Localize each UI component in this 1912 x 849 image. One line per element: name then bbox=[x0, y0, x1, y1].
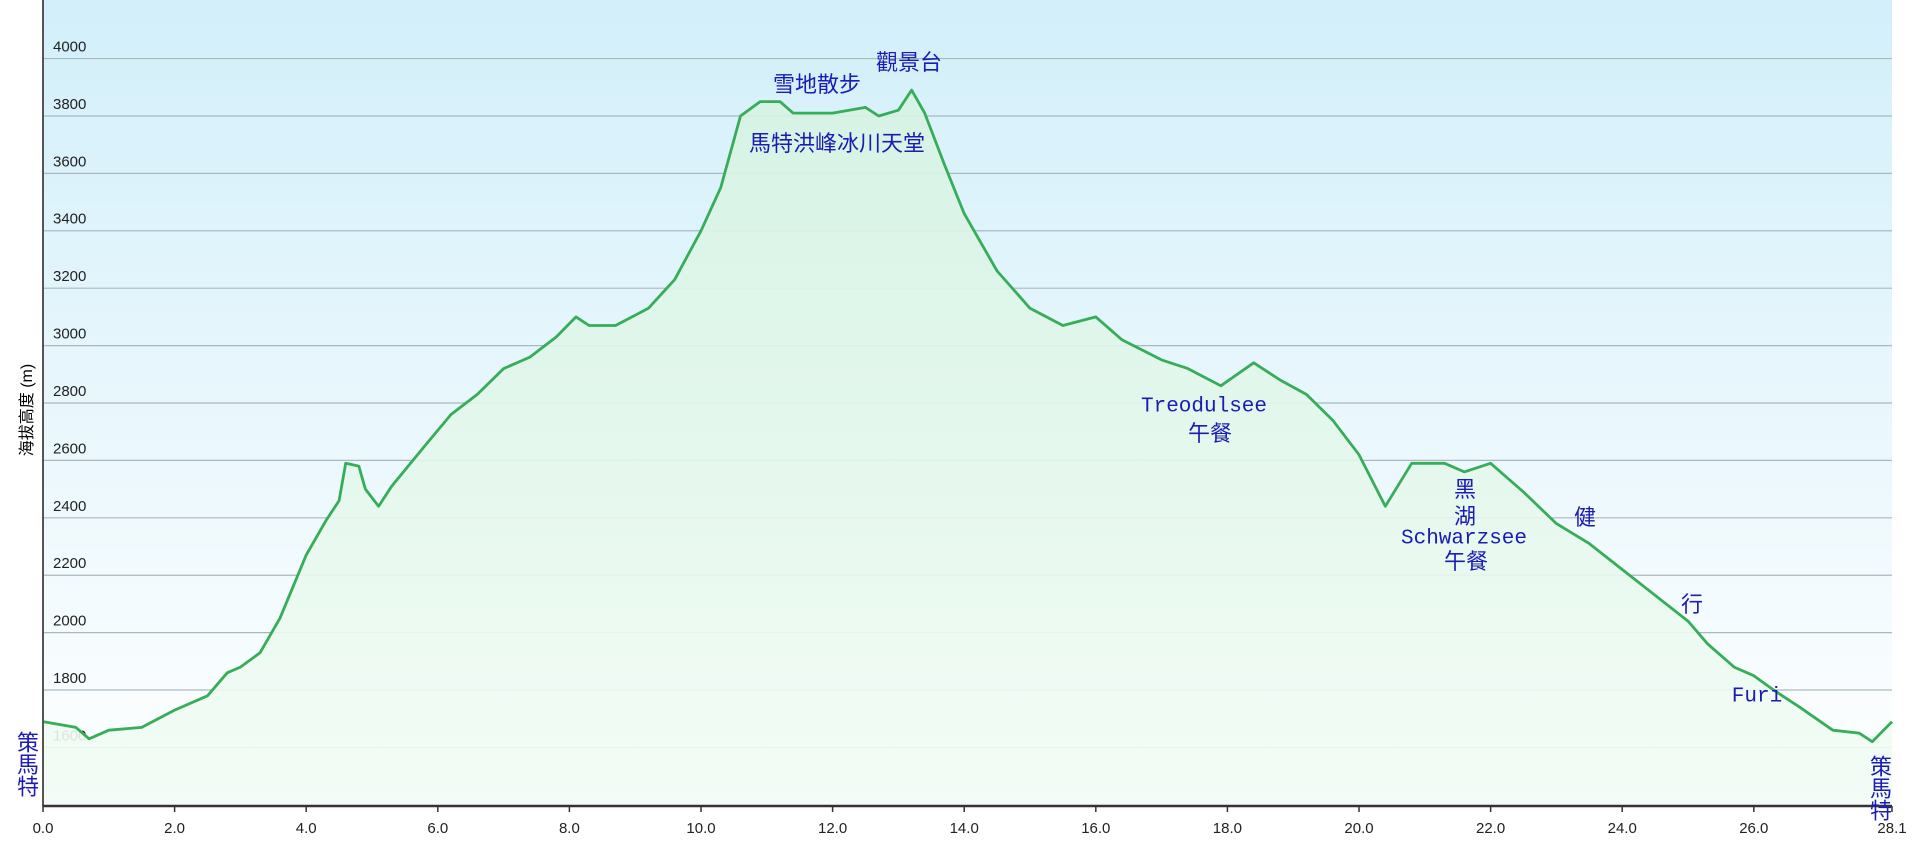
x-tick-label: 16.0 bbox=[1081, 820, 1110, 837]
annotation: 午餐 bbox=[1188, 421, 1232, 446]
annotation: 策馬特 bbox=[14, 731, 39, 797]
x-tick-label: 10.0 bbox=[686, 820, 715, 837]
x-tick-label: 6.0 bbox=[427, 820, 448, 837]
annotation: Schwarzsee bbox=[1401, 528, 1527, 551]
annotation: 馬特洪峰冰川天堂 bbox=[749, 131, 925, 156]
x-tick-label: 4.0 bbox=[296, 820, 317, 837]
y-tick-label: 1800 bbox=[53, 670, 86, 687]
elevation-area bbox=[43, 90, 1892, 807]
x-tick-label: 2.0 bbox=[164, 820, 185, 837]
y-tick-label: 3600 bbox=[53, 153, 86, 170]
annotation: 觀景台 bbox=[876, 50, 942, 75]
x-tick-label: 14.0 bbox=[950, 820, 979, 837]
x-tick-label: 0.0 bbox=[33, 820, 54, 837]
annotation: 雪地散步 bbox=[773, 72, 861, 97]
y-tick-label: 3200 bbox=[53, 268, 86, 285]
annotation: 午餐 bbox=[1444, 549, 1488, 574]
x-tick-label: 20.0 bbox=[1344, 820, 1373, 837]
x-tick-label: 28.1 bbox=[1877, 820, 1906, 837]
x-tick-label: 26.0 bbox=[1739, 820, 1768, 837]
x-tick-label: 8.0 bbox=[559, 820, 580, 837]
y-tick-label: 4000 bbox=[53, 39, 86, 56]
y-tick-label: 2000 bbox=[53, 613, 86, 630]
y-tick-label: 3800 bbox=[53, 96, 86, 113]
y-tick-label: 2600 bbox=[53, 440, 86, 457]
annotation: Furi bbox=[1732, 686, 1782, 709]
x-tick-label: 24.0 bbox=[1608, 820, 1637, 837]
y-tick-label: 2400 bbox=[53, 498, 86, 515]
elevation-line bbox=[42, 88, 1893, 744]
x-tick-label: 12.0 bbox=[818, 820, 847, 837]
y-axis-label: 海拔高度 (m) bbox=[18, 364, 36, 456]
annotation: 行 bbox=[1681, 592, 1703, 617]
annotation: Treodulsee bbox=[1141, 396, 1267, 419]
annotation: 策馬特 bbox=[1867, 755, 1892, 821]
x-tick-label: 22.0 bbox=[1476, 820, 1505, 837]
x-tick-label: 18.0 bbox=[1213, 820, 1242, 837]
annotation: 健 bbox=[1574, 505, 1596, 530]
y-tick-label: 2800 bbox=[53, 383, 86, 400]
y-tick-label: 3400 bbox=[53, 211, 86, 228]
y-tick-label: 2200 bbox=[53, 555, 86, 572]
annotation: 黑 bbox=[1454, 477, 1476, 502]
annotation: 湖 bbox=[1454, 504, 1476, 529]
y-tick-label: 3000 bbox=[53, 326, 86, 343]
